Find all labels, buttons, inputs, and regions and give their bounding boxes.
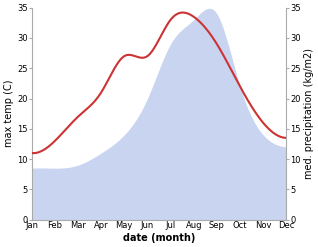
X-axis label: date (month): date (month) — [123, 233, 195, 243]
Y-axis label: max temp (C): max temp (C) — [4, 80, 14, 147]
Y-axis label: med. precipitation (kg/m2): med. precipitation (kg/m2) — [304, 48, 314, 179]
